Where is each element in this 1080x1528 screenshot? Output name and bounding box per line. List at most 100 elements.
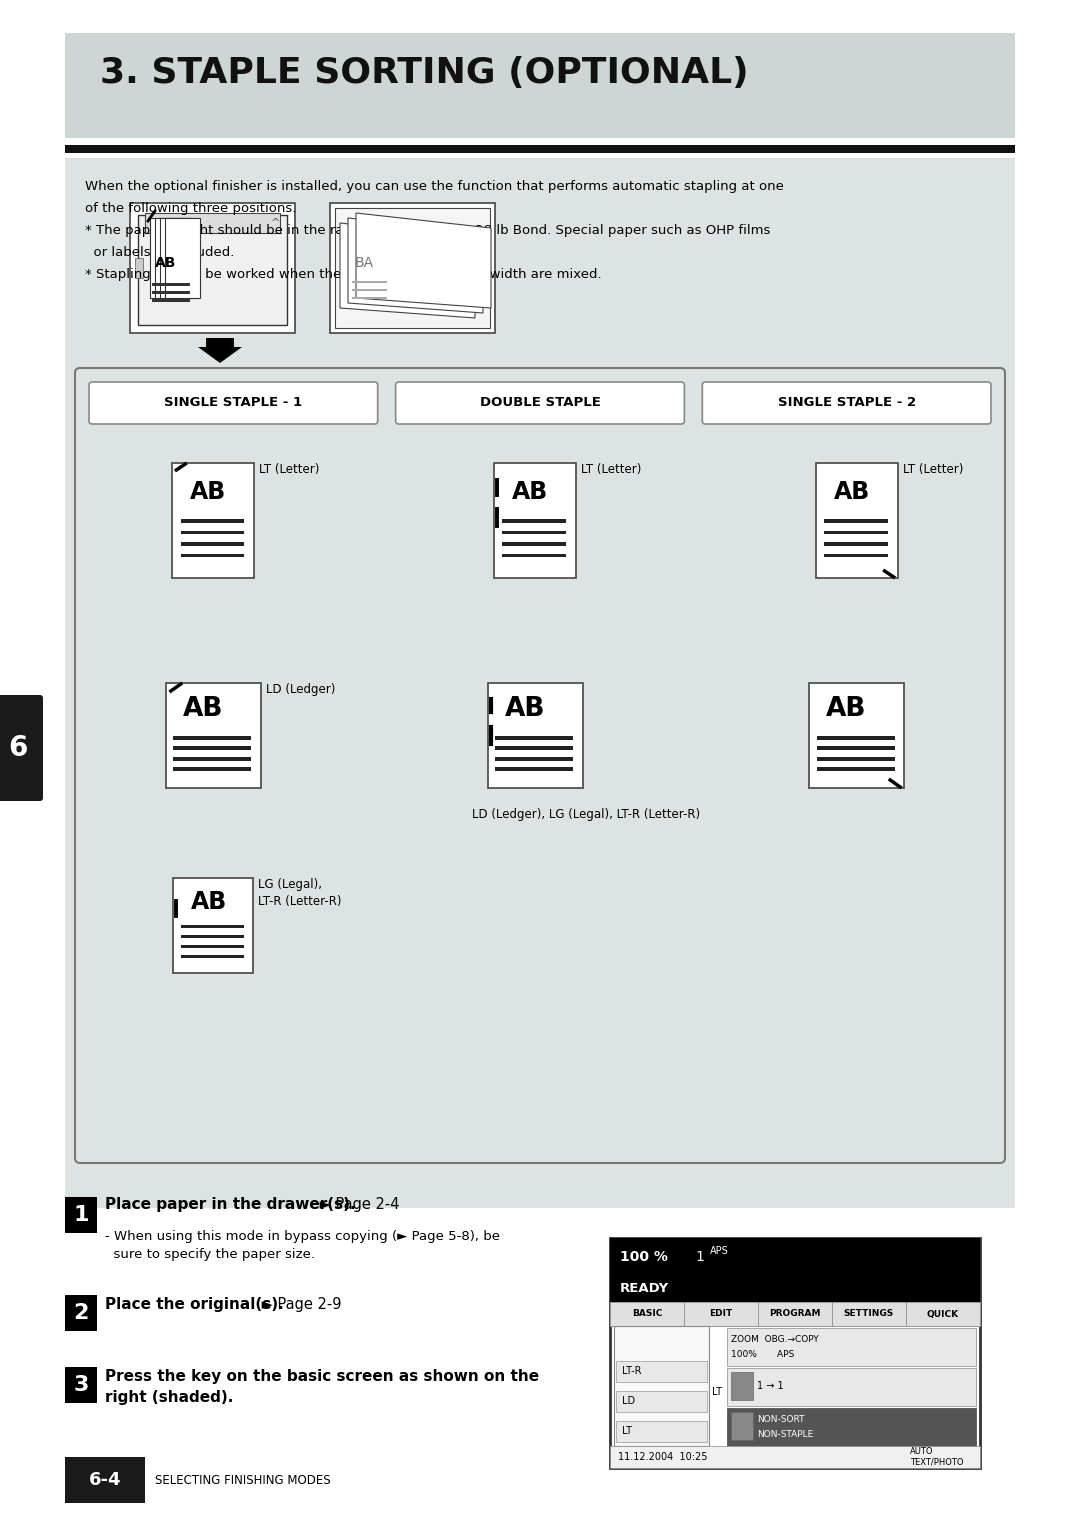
Bar: [181, 935, 244, 938]
Text: 2: 2: [73, 1303, 89, 1323]
Bar: [758, 1302, 832, 1326]
Bar: [502, 553, 566, 558]
Text: LT (Letter): LT (Letter): [903, 463, 963, 477]
Bar: [495, 458, 575, 568]
Bar: [152, 299, 190, 303]
Bar: [65, 1458, 145, 1504]
Bar: [65, 145, 1015, 153]
Text: READY: READY: [620, 1282, 670, 1296]
Bar: [176, 973, 271, 1073]
Polygon shape: [356, 212, 491, 309]
Bar: [616, 1421, 707, 1441]
Text: LT-R: LT-R: [622, 1366, 642, 1377]
Bar: [180, 553, 244, 558]
Bar: [180, 542, 244, 545]
Text: ^: ^: [270, 219, 280, 228]
Text: LD (Ledger): LD (Ledger): [266, 683, 335, 695]
Bar: [186, 1022, 259, 1025]
Bar: [181, 944, 244, 949]
Bar: [65, 1196, 97, 1233]
Text: ZOOM  OBG.→COPY: ZOOM OBG.→COPY: [731, 1335, 819, 1345]
Text: Place paper in the drawer(s).: Place paper in the drawer(s).: [105, 1198, 355, 1213]
Bar: [819, 1031, 893, 1034]
Text: AB: AB: [504, 697, 545, 723]
Bar: [825, 544, 887, 549]
Bar: [825, 533, 887, 538]
Bar: [727, 1407, 976, 1445]
Text: 100%       APS: 100% APS: [731, 1351, 794, 1360]
Text: LD: LD: [622, 1397, 635, 1406]
Text: 1 → 1: 1 → 1: [757, 1381, 784, 1390]
Text: AB: AB: [195, 474, 232, 498]
Text: 6: 6: [9, 733, 28, 762]
Bar: [152, 283, 190, 286]
Text: AB: AB: [156, 257, 176, 270]
Text: AB: AB: [183, 697, 224, 723]
Bar: [816, 746, 894, 750]
Bar: [832, 1302, 906, 1326]
Bar: [497, 1051, 571, 1054]
FancyBboxPatch shape: [395, 382, 685, 423]
Bar: [502, 530, 566, 535]
Bar: [819, 1042, 893, 1045]
Bar: [819, 1022, 893, 1025]
Text: or labels is excluded.: or labels is excluded.: [85, 246, 234, 260]
Bar: [352, 296, 387, 299]
Text: * The paper weight should be in the range of 16 lb Bond - 28 lb Bond. Special pa: * The paper weight should be in the rang…: [85, 225, 770, 237]
Text: 6-4: 6-4: [89, 1471, 121, 1488]
Text: LD (Ledger), LG (Legal), LT-R (Letter-R): LD (Ledger), LG (Legal), LT-R (Letter-R): [417, 1091, 646, 1105]
Text: PROGRAM: PROGRAM: [769, 1309, 821, 1319]
Text: AB: AB: [197, 986, 235, 1010]
Bar: [138, 215, 287, 325]
Bar: [497, 1031, 571, 1034]
Bar: [497, 1042, 571, 1045]
Bar: [180, 520, 244, 523]
Bar: [615, 1326, 708, 1445]
Text: AB: AB: [513, 474, 549, 498]
Text: SINGLE STAPLE - 2: SINGLE STAPLE - 2: [778, 396, 916, 410]
Text: 3. STAPLE SORTING (OPTIONAL): 3. STAPLE SORTING (OPTIONAL): [100, 57, 748, 90]
Bar: [352, 289, 387, 290]
Text: NON-STAPLE: NON-STAPLE: [757, 1430, 813, 1439]
Text: EDIT: EDIT: [710, 1309, 732, 1319]
Bar: [819, 1051, 893, 1054]
Bar: [503, 533, 566, 538]
Bar: [825, 523, 887, 526]
Text: ► Page 2-9: ► Page 2-9: [257, 1296, 341, 1311]
Bar: [65, 1368, 97, 1403]
Bar: [173, 879, 254, 973]
Text: SINGLE STAPLE - 1: SINGLE STAPLE - 1: [164, 396, 302, 410]
Bar: [181, 924, 244, 929]
Text: Place the original(s).: Place the original(s).: [105, 1296, 284, 1311]
Text: AB: AB: [509, 986, 546, 1010]
Text: AB: AB: [831, 986, 868, 1010]
Text: AB: AB: [191, 889, 227, 914]
Text: AUTO
TEXT/PHOTO: AUTO TEXT/PHOTO: [910, 1447, 963, 1467]
Bar: [487, 683, 582, 788]
Text: - When using this mode in bypass copying (► Page 5-8), be
  sure to specify the : - When using this mode in bypass copying…: [105, 1230, 500, 1261]
Text: ► Page 2-4: ► Page 2-4: [315, 1198, 400, 1213]
Bar: [824, 530, 888, 535]
Text: SETTINGS: SETTINGS: [843, 1309, 894, 1319]
Bar: [187, 533, 248, 538]
Bar: [502, 542, 566, 545]
Text: 100 %: 100 %: [620, 1250, 667, 1264]
Bar: [816, 735, 894, 740]
Bar: [610, 1445, 980, 1468]
Text: BASIC: BASIC: [632, 1309, 662, 1319]
FancyBboxPatch shape: [75, 368, 1005, 1163]
Bar: [816, 756, 894, 761]
Bar: [65, 34, 1015, 138]
Bar: [330, 203, 495, 333]
Bar: [809, 973, 904, 1073]
Bar: [145, 212, 280, 232]
Text: APS: APS: [710, 1245, 729, 1256]
Bar: [152, 290, 190, 293]
Bar: [187, 512, 248, 515]
Bar: [495, 746, 573, 750]
Polygon shape: [340, 223, 475, 318]
Bar: [173, 463, 254, 578]
Text: LG (Legal),
LT-R (Letter-R): LG (Legal), LT-R (Letter-R): [258, 879, 342, 908]
Bar: [610, 1302, 980, 1326]
Text: LT: LT: [622, 1426, 632, 1436]
